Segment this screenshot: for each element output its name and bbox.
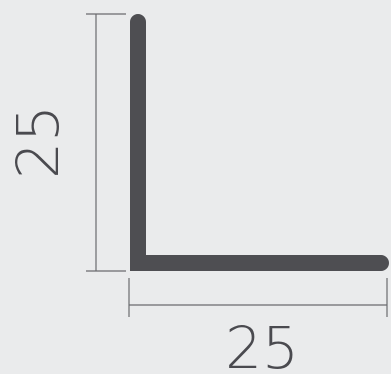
height-dimension: 25 <box>4 13 126 272</box>
width-label: 25 <box>225 314 299 374</box>
height-label: 25 <box>4 105 72 179</box>
width-dimension: 25 <box>128 278 388 374</box>
angle-profile-shape <box>130 14 389 271</box>
